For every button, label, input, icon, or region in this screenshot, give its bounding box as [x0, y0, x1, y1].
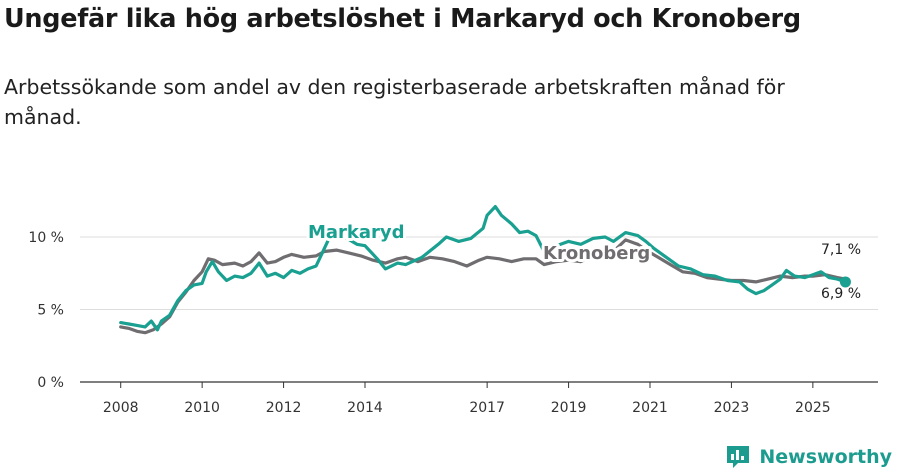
newsworthy-brand: Newsworthy — [725, 444, 892, 470]
chart-subtitle: Arbetssökande som andel av den registerb… — [4, 75, 785, 129]
x-tick-label: 2017 — [469, 400, 505, 416]
series-label-markaryd-halo: Markaryd — [308, 222, 405, 243]
series-label-markaryd: Markaryd — [308, 222, 405, 243]
series-label-kronoberg-halo: Kronoberg — [543, 243, 650, 264]
y-tick-label: 10 % — [28, 230, 64, 246]
series-labels: 7,1 %6,9 %MarkarydMarkarydKronobergKrono… — [305, 219, 861, 302]
series-line-markaryd — [119, 205, 847, 332]
x-tick-label: 2025 — [795, 400, 831, 416]
newsworthy-logo-icon — [727, 446, 750, 468]
x-tick-label: 2012 — [266, 400, 302, 416]
x-tick-label: 2021 — [632, 400, 668, 416]
brand-name: Newsworthy — [759, 446, 892, 468]
x-tick-label: 2023 — [714, 400, 750, 416]
chart-title: Ungefär lika hög arbetslöshet i Markaryd… — [4, 4, 801, 34]
end-label-kronoberg: 7,1 % — [821, 242, 861, 258]
series-lines — [119, 205, 851, 335]
y-axis-ticks: 0 % 5 % 10 % — [28, 230, 64, 391]
y-tick-label: 5 % — [37, 303, 64, 319]
end-label-markaryd: 6,9 % — [821, 286, 861, 302]
y-tick-label: 0 % — [37, 375, 64, 391]
series-label-kronoberg: Kronoberg — [543, 243, 650, 264]
gridlines — [80, 236, 878, 310]
x-tick-label: 2010 — [184, 400, 220, 416]
series-line-kronoberg — [119, 238, 847, 335]
x-axis: 2008 2010 2012 2014 2017 2019 2021 2023 2025 — [80, 381, 878, 416]
x-tick-label: 2019 — [551, 400, 587, 416]
x-tick-label: 2008 — [103, 400, 139, 416]
x-tick-label: 2014 — [347, 400, 383, 416]
end-point-markaryd — [839, 276, 851, 288]
